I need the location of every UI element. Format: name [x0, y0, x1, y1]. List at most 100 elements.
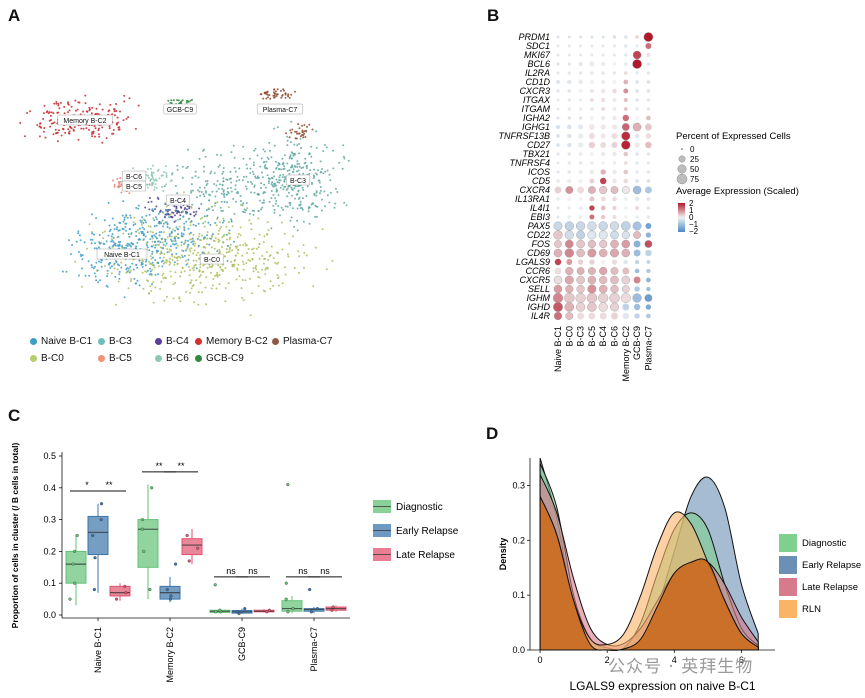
umap-point — [101, 231, 104, 234]
dot — [620, 293, 631, 303]
umap-point — [168, 208, 171, 211]
umap-point — [224, 267, 227, 269]
umap-point — [70, 127, 73, 130]
umap-point — [291, 152, 294, 155]
umap-point — [63, 105, 66, 108]
color-legend-label: 2 — [689, 199, 694, 208]
legend-swatch — [155, 338, 162, 345]
box-point — [243, 607, 247, 611]
umap-point — [193, 301, 195, 304]
umap-point — [262, 241, 265, 244]
gene-label: BCL6 — [527, 59, 550, 69]
umap-point — [80, 127, 83, 130]
umap-point — [217, 264, 220, 267]
umap-point — [117, 126, 120, 129]
umap-point — [242, 145, 245, 148]
umap-point — [50, 119, 52, 121]
dot — [623, 79, 629, 85]
umap-point — [251, 182, 254, 185]
umap-point — [151, 256, 154, 259]
umap-point — [151, 252, 154, 255]
umap-point — [225, 251, 228, 254]
dot — [623, 151, 629, 157]
umap-point — [162, 277, 165, 280]
dot — [632, 293, 642, 303]
umap-point — [119, 185, 122, 188]
umap-point — [207, 221, 210, 224]
dot — [565, 239, 574, 249]
boxplot-boxes — [65, 483, 347, 615]
umap-point — [328, 201, 331, 204]
umap-point — [188, 217, 191, 220]
umap-point — [188, 269, 191, 272]
umap-point — [249, 167, 252, 170]
umap-point — [177, 99, 180, 102]
umap-point — [302, 188, 305, 191]
umap-point — [301, 124, 303, 127]
dot — [577, 133, 584, 139]
dot — [587, 275, 597, 285]
umap-point — [244, 185, 247, 188]
dot — [646, 107, 651, 111]
umap-point — [113, 262, 116, 265]
umap-point — [276, 251, 278, 254]
umap-point — [238, 179, 241, 181]
umap-point — [243, 208, 246, 211]
umap-label-box — [257, 103, 304, 115]
umap-point — [241, 204, 244, 207]
umap-point — [179, 214, 182, 217]
umap-point — [74, 109, 77, 112]
dot — [612, 79, 617, 85]
umap-point — [172, 243, 174, 246]
umap-point — [144, 235, 147, 238]
umap-point — [257, 271, 260, 274]
umap-point — [310, 145, 313, 148]
umap-point — [56, 140, 59, 143]
umap-point — [190, 220, 193, 223]
dot — [587, 239, 596, 249]
umap-point — [162, 272, 165, 275]
umap-point — [185, 263, 188, 266]
umap-point — [217, 187, 220, 190]
dotplot-dots — [552, 32, 654, 321]
umap-point — [180, 244, 183, 247]
umap-point — [203, 215, 206, 218]
umap-point — [109, 262, 112, 264]
dotplot-cluster-labels: Naive B-C1 B-C0 B-C3 B-C5 B-C4 B-C6 Memory B-C… — [553, 326, 653, 382]
dot — [634, 142, 640, 148]
umap-point — [314, 246, 317, 249]
umap-point — [282, 208, 284, 211]
umap-point — [97, 281, 100, 284]
umap-point — [160, 231, 163, 233]
umap-point — [262, 262, 265, 265]
umap-point — [272, 257, 275, 260]
umap-point — [188, 274, 191, 277]
umap-point — [306, 125, 308, 128]
umap-point — [322, 150, 325, 153]
umap-point — [82, 110, 85, 113]
umap-point — [173, 263, 176, 266]
umap-point — [154, 273, 157, 276]
umap-point — [267, 182, 270, 184]
umap-point — [282, 168, 285, 171]
umap-point — [247, 181, 249, 183]
umap-point — [265, 97, 268, 100]
umap-point — [65, 270, 68, 273]
umap-point — [48, 111, 51, 114]
umap-point — [135, 245, 138, 248]
box-point — [196, 546, 200, 550]
umap-point — [263, 91, 266, 94]
umap-point — [278, 181, 281, 184]
umap-point — [262, 148, 265, 151]
umap-point — [255, 177, 257, 179]
umap-point — [314, 215, 317, 218]
umap-point — [270, 197, 273, 199]
umap-point — [223, 200, 226, 203]
umap-legend-item: B-C4 — [155, 336, 189, 347]
umap-point — [189, 213, 192, 216]
dot — [612, 196, 617, 202]
umap-point — [189, 250, 192, 253]
dot — [589, 259, 595, 265]
umap-point — [166, 210, 169, 213]
umap-point — [215, 190, 218, 193]
